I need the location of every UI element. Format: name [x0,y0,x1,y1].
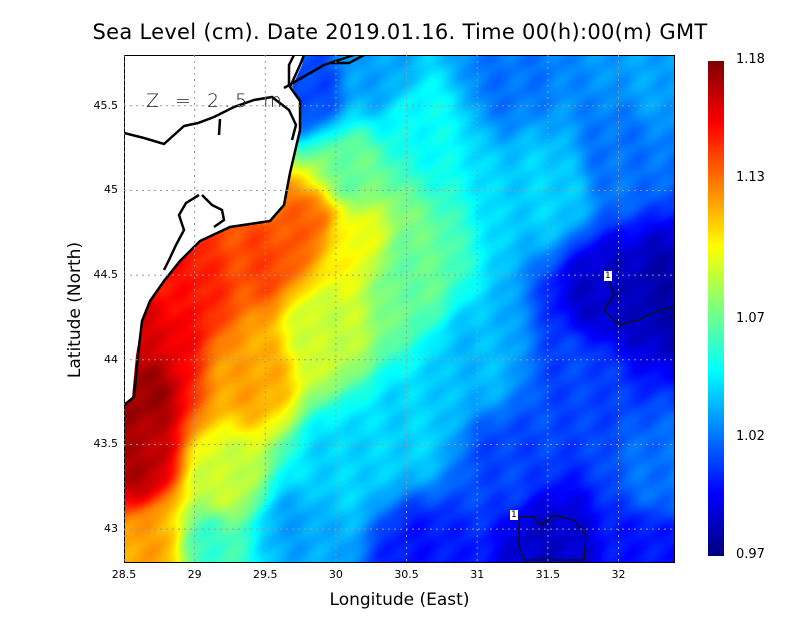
y-tick-label: 45.5 [93,98,119,112]
colorbar [708,61,724,556]
y-tick-label: 43.5 [93,437,119,451]
x-tick-label: 29 [187,568,202,581]
x-tick-label: 31 [470,568,485,581]
depth-annotation: Z = 2.5 m [146,90,287,112]
gridlines [124,55,675,563]
map-overlay [124,55,675,563]
colorbar-label: 0.97 [736,547,765,562]
y-tick-label: 44.5 [93,268,119,282]
x-tick-label: 31.5 [535,568,561,581]
x-tick-label: 32 [611,568,626,581]
y-tick-label: 43 [104,522,118,536]
colorbar-label: 1.02 [736,429,765,445]
y-tick-label: 45 [104,183,118,197]
land-mass [124,55,304,405]
contour-label: 1 [510,510,518,520]
x-axis-label: Longitude (East) [329,590,470,610]
x-tick-label: 28.5 [111,568,137,581]
coastline-lake [162,193,226,271]
contour-line [603,276,675,326]
x-tick-label: 29.5 [253,568,278,581]
y-axis-label: Latitude (North) [65,241,85,379]
x-tick-label: 30 [328,568,343,581]
plot-area: 1 1 [124,55,675,563]
colorbar-label: 1.18 [736,52,765,67]
colorbar-label: 1.07 [736,311,765,327]
chart-title: Sea Level (cm). Date 2019.01.16. Time 00… [92,20,708,44]
x-tick-label: 30.5 [394,568,419,581]
contour-label: 1 [604,271,612,281]
coastline [124,55,306,406]
y-tick-label: 44 [104,352,118,366]
colorbar-label: 1.13 [736,169,765,185]
coastline-lagoon [124,95,298,146]
contour-line [518,514,587,561]
